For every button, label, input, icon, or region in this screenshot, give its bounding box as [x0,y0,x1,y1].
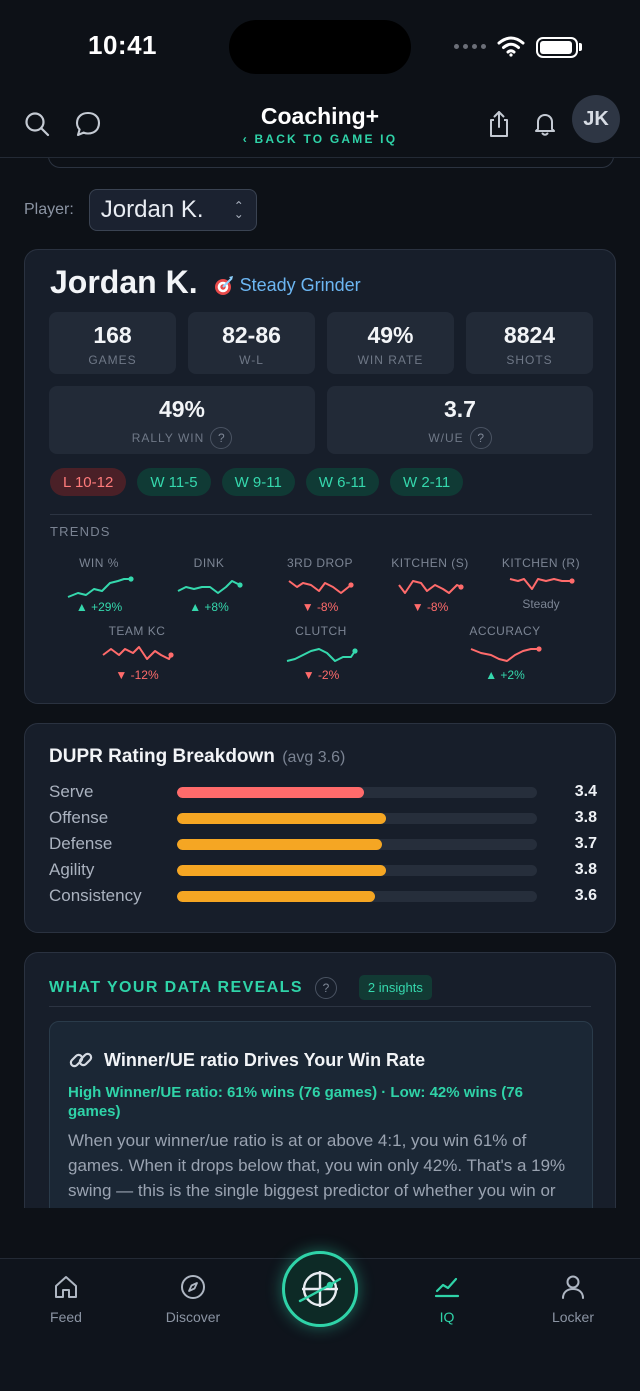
status-bar: 10:41 [0,0,640,95]
trend-3rd-drop: 3RD DROP ▼ -8% [286,556,354,614]
nav-feed[interactable]: Feed [16,1273,116,1325]
link-icon [69,1052,93,1068]
game-result-pill[interactable]: L 10-12 [50,468,127,496]
wifi-icon [497,36,525,57]
search-icon[interactable] [22,109,52,139]
stat-win-rate: 49% WIN RATE [327,312,454,374]
chevron-updown-icon: ⌃ ⌄ [233,199,244,221]
stat-shots: 8824 SHOTS [466,312,593,374]
trend-team-kc: TEAM KC ▼ -12% [87,624,187,682]
compass-icon [181,1275,205,1299]
record-game-button[interactable] [282,1251,358,1327]
help-icon[interactable]: ? [314,976,337,999]
nav-locker[interactable]: Locker [523,1273,623,1325]
player-selector-row: Player: Jordan K. ⌃ ⌄ [24,189,257,231]
persona-label: Steady Grinder [239,275,361,295]
sparkline [67,576,134,598]
game-result-pill[interactable]: W 2-11 [390,468,464,496]
battery-icon [536,37,578,58]
chat-bubble-icon[interactable] [73,109,103,139]
dupr-row-defense: Defense 3.7 [49,834,597,853]
stat-games: 168 GAMES [49,312,176,374]
nav-iq[interactable]: IQ [397,1273,497,1325]
insight-title: Winner/UE ratio Drives Your Win Rate [104,1049,426,1070]
dupr-row-consistency: Consistency 3.6 [49,886,597,905]
recent-games: L 10-12 W 11-5 W 9-11 W 6-11 W 2-11 [50,468,464,496]
game-result-pill[interactable]: W 11-5 [137,468,211,496]
sparkline [398,580,464,594]
help-icon[interactable]: ? [210,427,233,449]
pickleball-icon [298,1271,342,1307]
sparkline [470,646,542,662]
insight-subtitle: High Winner/UE ratio: 61% wins (76 games… [68,1084,523,1120]
stat-winner-ue: 3.7 W/UE? [327,386,593,454]
share-icon[interactable] [484,109,514,139]
dynamic-island [229,20,411,74]
home-icon [55,1276,77,1298]
rating-bar [177,812,537,824]
signal-icon [454,44,486,49]
player-profile-card: Jordan K. Steady Grinder 168 GAMES 82-86… [24,249,616,704]
sparkline [286,648,358,662]
stat-win-loss: 82-86 W-L [188,312,315,374]
bell-icon[interactable] [530,109,560,139]
insight-body: When your winner/ue ratio is at or above… [68,1131,566,1208]
rating-bar [177,864,537,876]
dupr-row-serve: Serve 3.4 [49,782,597,801]
main-content[interactable]: Player: Jordan K. ⌃ ⌄ Jordan K. Steady Gr… [0,158,640,1208]
trend-win-pct: WIN % ▲ +29% [49,556,149,614]
player-select[interactable]: Jordan K. ⌃ ⌄ [88,189,257,231]
trend-accuracy: ACCURACY ▲ +2% [455,624,555,682]
sparkline [102,646,174,660]
insight-card[interactable]: Winner/UE ratio Drives Your Win Rate Hig… [49,1021,593,1208]
status-time: 10:41 [88,30,157,60]
persona-tag: Steady Grinder [212,275,361,297]
sparkline [177,580,243,594]
help-icon[interactable]: ? [469,427,492,449]
sparkline [288,580,354,594]
nav-discover[interactable]: Discover [143,1273,243,1325]
person-icon [562,1275,584,1299]
avatar[interactable]: JK [572,95,620,143]
dupr-row-offense: Offense 3.8 [49,808,597,827]
bottom-nav: Feed Discover IQ Locker [0,1251,640,1391]
sparkline [509,578,575,590]
chart-icon [434,1277,460,1298]
insights-heading: WHAT YOUR DATA REVEALS [49,978,303,996]
trends-heading: TRENDS [50,524,111,539]
rating-bar [177,838,537,850]
insights-count-badge: 2 insights [358,975,432,1000]
player-select-value: Jordan K. [100,196,204,223]
rating-bar [177,786,537,798]
trend-clutch: CLUTCH ▼ -2% [271,624,371,682]
game-result-pill[interactable]: W 9-11 [221,468,295,496]
trend-kitchen-serve: KITCHEN (S) ▼ -8% [391,556,469,614]
dupr-title: DUPR Rating Breakdown (avg 3.6) [49,746,346,767]
dupr-average: (avg 3.6) [282,749,346,766]
player-name: Jordan K. [50,264,198,300]
rating-bar [177,890,537,902]
game-result-pill[interactable]: W 6-11 [305,468,380,496]
back-to-game-iq-link[interactable]: ‹ BACK TO GAME IQ [242,132,398,146]
trend-dink: DINK ▲ +8% [159,556,259,614]
dupr-row-agility: Agility 3.8 [49,860,597,879]
dupr-breakdown-card: DUPR Rating Breakdown (avg 3.6) Serve 3.… [24,723,616,933]
player-label: Player: [24,201,74,218]
stat-rally-win: 49% RALLY WIN? [49,386,315,454]
top-header: Coaching+ ‹ BACK TO GAME IQ JK [0,95,640,158]
target-icon [214,275,233,295]
insights-card: WHAT YOUR DATA REVEALS ? 2 insights Winn… [24,952,616,1208]
trend-kitchen-return: KITCHEN (R) Steady [501,556,581,611]
